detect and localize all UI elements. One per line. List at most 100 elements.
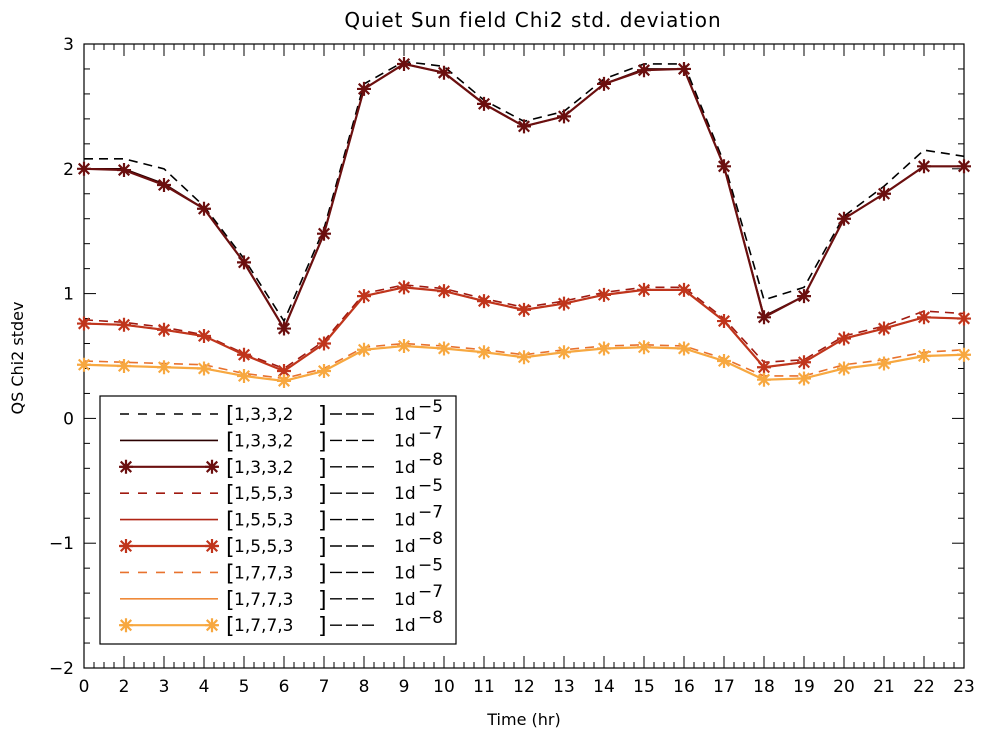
legend-params: 1,3,3,2 [234,458,293,478]
legend-params: 1,3,3,2 [234,405,293,425]
data-point [277,373,291,388]
legend-bracket-close: ] [318,509,327,534]
data-point [717,159,731,174]
legend-exponent: −7 [418,423,443,443]
x-tick-label: 14 [593,677,615,697]
data-point [437,65,451,80]
legend-params: 1,5,5,3 [234,511,293,531]
data-point [597,76,611,91]
legend-exponent: −8 [418,608,443,628]
series-3 [77,56,971,336]
legend-tolerance: 1d [394,431,416,451]
legend-bracket-open: [ [226,482,235,507]
legend-entry: [1,5,5,3] 1d −8 [119,529,443,560]
data-point [117,358,131,373]
data-point [797,289,811,304]
data-point [477,345,491,360]
legend-bracket-open: [ [226,588,235,613]
legend-bracket-close: ] [318,561,327,586]
x-tick-label: 11 [473,677,495,697]
legend-bracket-close: ] [318,614,327,639]
data-point [277,321,291,336]
legend-tolerance: 1d [394,563,416,583]
data-point [197,201,211,216]
x-tick-label: 6 [279,677,290,697]
data-point [917,349,931,363]
legend-bracket-open: [ [226,456,235,481]
legend-tolerance: 1d [394,484,416,504]
y-tick-label: 2 [63,160,74,180]
x-axis-label: Time (hr) [486,710,560,729]
legend-tolerance: 1d [394,405,416,425]
x-tick-label: 15 [633,677,655,697]
x-tick-label: 7 [319,677,330,697]
legend-exponent: −8 [418,529,443,549]
legend-bracket-open: [ [226,509,235,534]
data-point [837,211,851,226]
y-tick-label: −2 [49,659,74,679]
legend-bracket-close: ] [318,429,327,454]
x-tick-label: 16 [673,677,695,697]
y-tick-label: 0 [63,409,74,429]
data-point [877,321,891,336]
x-tick-label: 9 [399,677,410,697]
legend-marker [119,459,133,474]
legend-exponent: −5 [418,555,443,575]
data-point [637,340,651,355]
data-point [157,360,171,375]
legend-tolerance: 1d [394,511,416,531]
data-point [77,316,91,331]
x-tick-label: 19 [793,677,815,697]
data-point [157,322,171,337]
x-tick-label: 5 [239,677,250,697]
series-line [83,62,964,331]
legend-marker [205,539,219,553]
legend-exponent: −5 [418,397,443,417]
data-point [517,119,531,134]
legend-params: 1,5,5,3 [234,537,293,557]
data-point [517,350,531,365]
data-point [197,329,211,344]
legend-tolerance: 1d [394,537,416,557]
x-tick-label: 12 [513,677,535,697]
x-tick-label: 22 [913,677,935,697]
legend-entry: [1,5,5,3] 1d −5 [120,476,443,507]
data-point [757,372,771,387]
legend-marker [205,618,219,633]
y-axis-label: QS Chi2 stdev [8,302,27,415]
data-point [397,339,411,354]
y-tick-label: −1 [49,534,74,554]
data-point [877,356,891,371]
data-point [77,357,91,372]
data-point [237,347,251,362]
legend-bracket-close: ] [318,482,327,507]
legend-marker [119,539,133,553]
legend-entry: [1,7,7,3] 1d −8 [119,608,443,639]
legend-bracket-close: ] [318,456,327,481]
legend-params: 1,5,5,3 [234,484,293,504]
legend-entry: [1,7,7,3] 1d −5 [120,555,443,586]
data-point [517,302,531,317]
data-point [677,282,691,297]
data-point [317,226,331,241]
data-point [557,345,571,360]
data-point [237,255,251,270]
data-point [357,81,371,96]
data-point [437,341,451,356]
legend-bracket-open: [ [226,561,235,586]
legend-tolerance: 1d [394,616,416,636]
x-tick-label: 10 [433,677,455,697]
data-point [157,178,171,193]
x-tick-label: 20 [833,677,855,697]
y-tick-label: 1 [63,285,74,305]
series-2 [84,63,964,331]
y-tick-label: 3 [63,35,74,55]
x-tick-label: 18 [753,677,775,697]
legend-tolerance: 1d [394,458,416,478]
data-point [397,56,411,71]
legend-bracket-open: [ [226,535,235,560]
data-point [637,63,651,78]
data-point [917,310,931,325]
data-point [637,282,651,297]
